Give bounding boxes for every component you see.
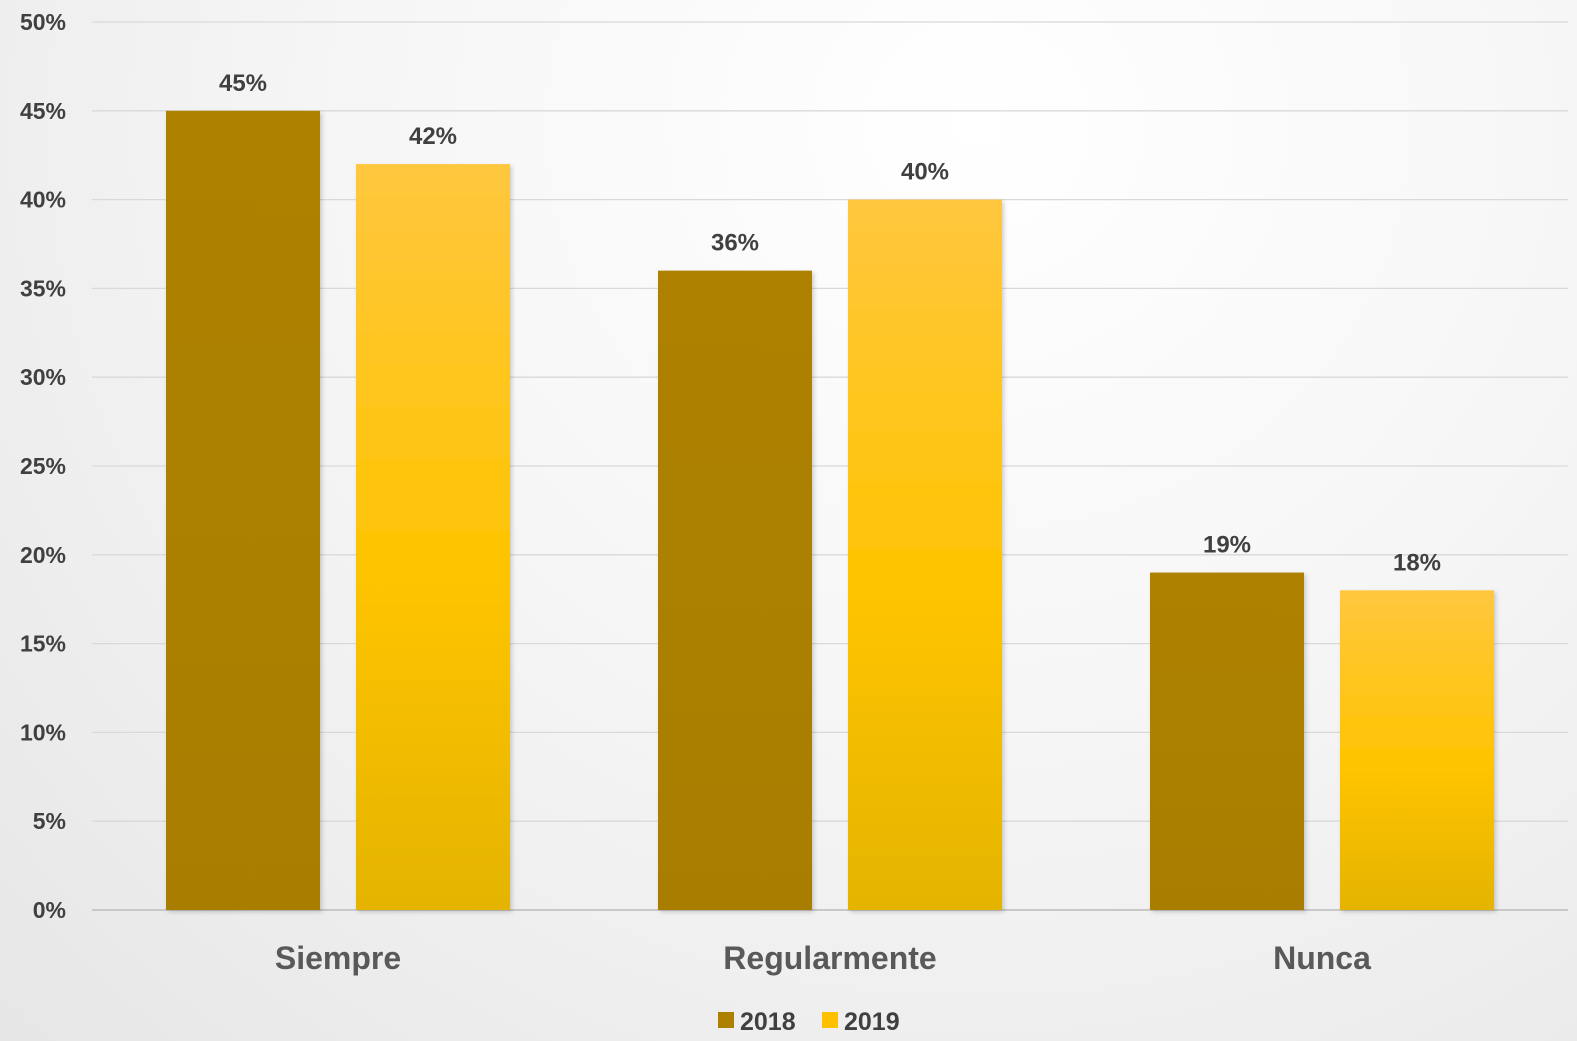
- y-tick-label: 20%: [20, 542, 66, 568]
- bar-2019-nunca: [1340, 590, 1494, 910]
- y-tick-label: 45%: [20, 98, 66, 124]
- data-labels: 45% 42% 36% 40% 19% 18%: [219, 70, 1441, 577]
- legend-swatch-2018: [718, 1012, 734, 1028]
- bar-2019-regularmente: [848, 199, 1002, 911]
- y-tick-label: 10%: [20, 719, 66, 745]
- y-tick-label: 40%: [20, 187, 66, 213]
- bars: [166, 110, 1494, 911]
- legend-label-2018: 2018: [740, 1008, 796, 1036]
- data-label-2018-nunca: 19%: [1203, 532, 1251, 559]
- y-tick-label: 50%: [20, 9, 66, 35]
- bar-2018-siempre: [166, 110, 320, 911]
- y-tick-label: 30%: [20, 364, 66, 390]
- gridlines: [92, 21, 1568, 911]
- legend-swatch-2019: [822, 1012, 838, 1028]
- legend: 2018 2019: [718, 1008, 900, 1036]
- y-tick-label: 5%: [33, 808, 66, 834]
- category-label-siempre: Siempre: [275, 940, 401, 976]
- data-label-2018-siempre: 45%: [219, 70, 267, 97]
- data-label-2019-nunca: 18%: [1393, 549, 1441, 576]
- y-tick-label: 15%: [20, 631, 66, 657]
- y-tick-label: 35%: [20, 275, 66, 301]
- x-axis-category-labels: Siempre Regularmente Nunca: [275, 940, 1371, 976]
- y-tick-label: 0%: [33, 897, 66, 923]
- y-axis-tick-labels: 0% 5% 10% 15% 20% 25% 30% 35% 40% 45% 50%: [20, 9, 66, 923]
- data-label-2019-siempre: 42%: [409, 123, 457, 150]
- data-label-2019-regularmente: 40%: [901, 159, 949, 186]
- legend-label-2019: 2019: [844, 1008, 900, 1036]
- bar-2019-siempre: [356, 164, 510, 910]
- category-label-regularmente: Regularmente: [723, 940, 936, 976]
- y-tick-label: 25%: [20, 453, 66, 479]
- data-label-2018-regularmente: 36%: [711, 230, 759, 257]
- bar-2018-regularmente: [658, 270, 812, 910]
- category-label-nunca: Nunca: [1273, 940, 1371, 976]
- bar-2018-nunca: [1150, 572, 1304, 910]
